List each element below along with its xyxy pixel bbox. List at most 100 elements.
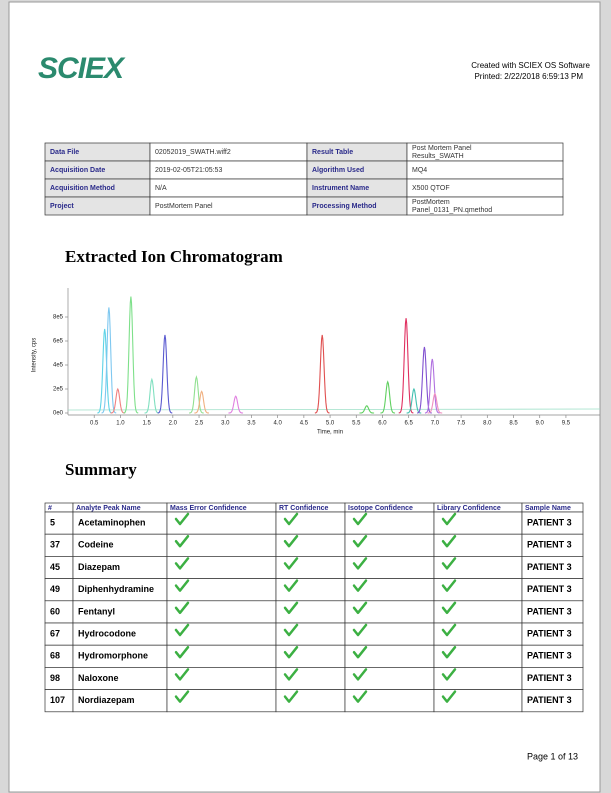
check-icon: [283, 512, 299, 526]
peak: [359, 405, 375, 414]
info-label: Algorithm Used: [312, 167, 364, 174]
peak: [110, 387, 126, 414]
summary-cell: [275, 600, 346, 624]
sample-name: PATIENT 3: [527, 517, 572, 527]
x-tick-label: 1.0: [116, 421, 125, 427]
check-icon: [352, 601, 368, 615]
peak: [157, 334, 173, 414]
info-value: X500 QTOF: [412, 185, 450, 192]
check-icon: [283, 668, 299, 681]
summary-header: Analyte Peak Name: [76, 505, 141, 512]
y-tick-label: 2e5: [53, 387, 64, 393]
x-tick-label: 6.0: [378, 421, 387, 427]
check-icon: [174, 601, 190, 615]
y-tick-label: 6e5: [53, 339, 64, 345]
peak: [123, 296, 139, 414]
summary-cell: [166, 556, 277, 579]
analyte-name: Codeine: [78, 540, 114, 550]
analyte-name: Diphenhydramine: [78, 584, 154, 594]
check-icon: [441, 668, 457, 681]
sample-name: PATIENT 3: [527, 651, 572, 661]
peak: [97, 328, 113, 414]
analyte-number: 5: [50, 517, 55, 527]
info-label: Acquisition Method: [50, 185, 115, 192]
check-icon: [441, 601, 457, 615]
analyte-number: 37: [50, 540, 60, 550]
peak: [424, 358, 440, 414]
check-icon: [441, 690, 457, 703]
check-icon: [174, 534, 190, 548]
check-icon: [441, 557, 457, 570]
analyte-number: 60: [50, 606, 60, 616]
info-value: Post Mortem Panel: [412, 145, 472, 152]
summary-cell: [275, 622, 346, 646]
y-tick-label: 0e0: [53, 411, 64, 417]
info-value-cell: [406, 196, 564, 216]
printed-date: Printed: 2/22/2018 6:59:13 PM: [474, 72, 583, 81]
info-label: Project: [50, 203, 74, 210]
summary-header: #: [48, 505, 52, 512]
y-axis-label: Intensity, cps: [32, 338, 38, 373]
x-tick-label: 1.5: [142, 421, 151, 427]
analyte-name: Nordiazepam: [78, 695, 135, 705]
x-tick-label: 2.5: [195, 421, 204, 427]
check-icon: [283, 534, 299, 548]
summary-cell: [275, 667, 346, 690]
peak: [380, 380, 396, 414]
info-value: PostMortem: [412, 199, 450, 206]
check-icon: [352, 623, 368, 637]
analyte-name: Naloxone: [78, 673, 119, 683]
check-icon: [283, 690, 299, 703]
check-icon: [174, 668, 190, 681]
summary-header: Mass Error Confidence: [170, 505, 247, 512]
info-label: Acquisition Date: [50, 167, 105, 174]
analyte-number: 67: [50, 628, 60, 638]
peak: [314, 334, 330, 414]
summary-header: Isotope Confidence: [348, 505, 413, 512]
x-tick-label: 8.5: [509, 421, 518, 427]
summary-cell: [166, 533, 277, 557]
x-tick-label: 7.5: [457, 421, 466, 427]
x-tick-label: 5.5: [352, 421, 361, 427]
logo: SCIEX: [38, 52, 126, 85]
check-icon: [174, 512, 190, 526]
y-tick-label: 8e5: [53, 315, 64, 321]
check-icon: [441, 534, 457, 548]
chromatogram-title: Extracted Ion Chromatogram: [65, 247, 283, 266]
peak: [398, 318, 414, 414]
summary-cell: [166, 622, 277, 646]
check-icon: [352, 645, 368, 659]
info-label: Data File: [50, 149, 79, 156]
x-tick-label: 8.0: [483, 421, 492, 427]
check-icon: [352, 512, 368, 526]
info-value: Panel_0131_PN.qmethod: [412, 207, 492, 214]
summary-cell: [275, 578, 346, 602]
info-label: Processing Method: [312, 203, 377, 210]
x-tick-label: 9.5: [562, 421, 571, 427]
info-value: 2019-02-05T21:05:53: [155, 167, 222, 174]
check-icon: [283, 645, 299, 659]
summary-cell: [275, 556, 346, 579]
info-label: Instrument Name: [312, 185, 369, 192]
info-label: Result Table: [312, 149, 353, 156]
page-number: Page 1 of 13: [527, 751, 578, 761]
x-axis-label: Time, min: [317, 430, 343, 436]
check-icon: [174, 579, 190, 592]
summary-cell: [166, 644, 277, 668]
analyte-name: Diazepam: [78, 562, 120, 572]
summary-cell: [521, 689, 584, 713]
summary-cell: [166, 689, 277, 713]
summary-cell: [166, 600, 277, 624]
info-value-cell: [149, 178, 308, 198]
check-icon: [174, 645, 190, 659]
check-icon: [441, 512, 457, 526]
peak: [144, 377, 160, 414]
summary-header: RT Confidence: [279, 505, 328, 512]
info-value-cell: [406, 160, 564, 180]
peak: [194, 390, 210, 414]
summary-cell: [275, 689, 346, 713]
x-tick-label: 9.0: [536, 421, 545, 427]
info-value: PostMortem Panel: [155, 203, 213, 210]
x-tick-label: 3.0: [221, 421, 230, 427]
summary-cell: [275, 533, 346, 557]
